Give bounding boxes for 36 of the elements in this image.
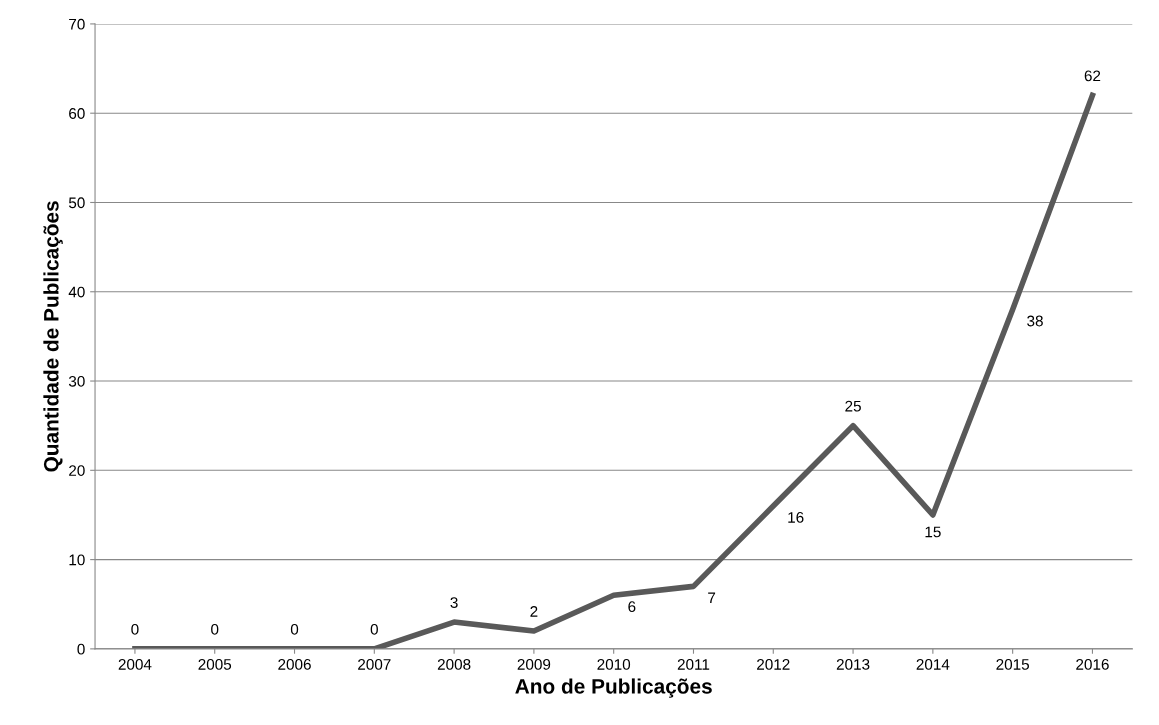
x-tick-label: 2005 [198, 659, 232, 670]
data-label: 6 [628, 601, 636, 613]
data-label: 0 [290, 623, 299, 635]
y-tick-label: 60 [69, 108, 85, 119]
data-label: 0 [131, 623, 139, 635]
y-tick-label: 40 [68, 286, 85, 298]
x-tick-label: 2009 [517, 659, 551, 670]
x-tick-label: 2004 [118, 659, 152, 670]
x-tick-label: 2008 [437, 659, 471, 670]
data-label: 3 [450, 597, 458, 608]
x-tick-label: 2016 [1076, 659, 1109, 670]
x-tick-label: 2014 [916, 659, 950, 670]
y-tick-label: 70 [69, 18, 85, 30]
data-label: 15 [925, 526, 941, 538]
y-tick-label: 0 [77, 643, 85, 655]
y-tick-label: 30 [68, 375, 85, 387]
y-tick-label: 20 [69, 465, 85, 476]
data-label: 16 [788, 511, 804, 523]
data-label: 38 [1027, 315, 1043, 327]
x-tick-label: 2006 [278, 659, 311, 670]
data-label: 62 [1084, 70, 1101, 82]
data-label: 0 [211, 623, 219, 635]
x-tick-label: 2013 [836, 659, 870, 670]
x-axis-title: Ano de Publicações [515, 678, 712, 698]
x-tick-label: 2015 [996, 659, 1030, 670]
x-tick-label: 2010 [597, 659, 631, 670]
x-tick-label: 2012 [757, 659, 790, 670]
x-tick-label: 2007 [358, 659, 391, 670]
y-axis-title: Quantidade de Publicações [43, 201, 63, 472]
data-label: 0 [370, 623, 378, 635]
data-label: 25 [845, 400, 861, 412]
data-label: 7 [708, 592, 716, 604]
x-tick-label: 2011 [677, 659, 710, 670]
data-label: 2 [530, 606, 538, 617]
y-tick-label: 10 [69, 554, 85, 566]
y-tick-label: 50 [68, 197, 85, 209]
